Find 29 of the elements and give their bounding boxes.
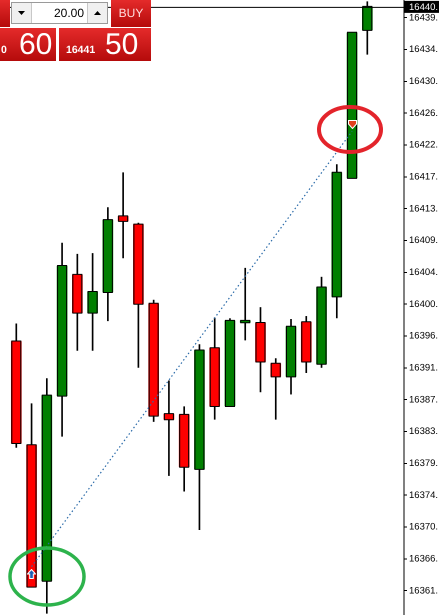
y-tick-label: 16413. [409, 203, 438, 214]
quantity-field: 20.00 [11, 2, 108, 24]
price-box: 0 60 [0, 28, 56, 61]
y-tick-label: 16396. [409, 330, 438, 342]
y-tick-label: 16387. [409, 394, 438, 406]
y-tick-label: 16426. [409, 108, 438, 119]
buy-button: BUY [111, 0, 151, 27]
y-tick-label: 16366. [409, 553, 438, 564]
y-tick-label: 16409. [409, 235, 438, 246]
price-box: 16441 50 [59, 28, 151, 61]
y-tick-label: 16430. [409, 76, 438, 87]
y-tick-label: 16404. [409, 266, 438, 278]
y-tick-label: 16400. [409, 298, 438, 310]
y-tick-label: 16379. [409, 458, 438, 469]
annotation: 16441 [66, 44, 96, 56]
y-tick-label: 16374. [409, 490, 438, 501]
annotation: 60 [19, 28, 52, 61]
y-tick-label: 16391. [409, 362, 438, 374]
y-tick-label: 16439. [409, 12, 438, 24]
y-tick-label: 16434. [409, 44, 438, 56]
y-tick-label: 16417. [409, 171, 438, 182]
y-tick-label: 16361. [409, 585, 438, 596]
y-tick-label: 16422. [409, 140, 438, 151]
y-tick-label: 16370. [409, 522, 438, 533]
ref-line-label: 16440. [409, 2, 438, 14]
annotation: 20.00 [54, 6, 84, 20]
y-tick-label: 16383. [409, 426, 438, 438]
annotation: 50 [105, 28, 138, 61]
annotation: BUY [118, 6, 144, 20]
